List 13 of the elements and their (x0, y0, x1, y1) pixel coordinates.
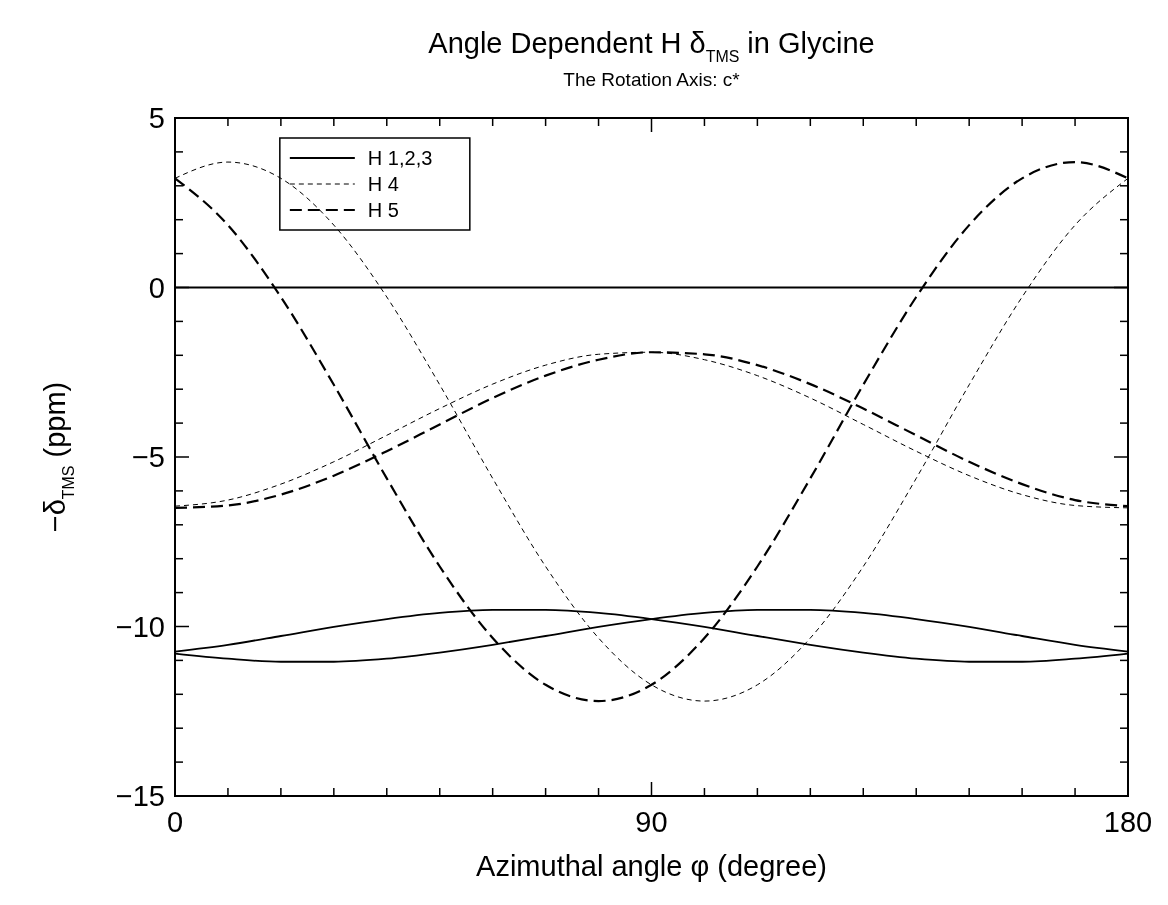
x-tick-label: 180 (1103, 806, 1153, 838)
y-tick-label: 5 (148, 102, 165, 134)
y-tick-label: 0 (148, 271, 165, 304)
y-tick-label: −15 (115, 780, 165, 812)
chart-subtitle: The Rotation Axis: c* (563, 69, 741, 90)
y-tick-label: −10 (115, 610, 165, 643)
x-tick-label: 90 (635, 806, 668, 838)
x-axis-title: Azimuthal angle φ (degree) (476, 850, 827, 882)
legend-label: H 1,2,3 (367, 147, 433, 169)
legend-label: H 4 (367, 173, 399, 195)
legend-label: H 5 (367, 199, 399, 221)
y-tick-label: −5 (131, 441, 165, 473)
chart-title: Angle Dependent H δ$_{TMS}$ in Glycine (428, 27, 875, 65)
